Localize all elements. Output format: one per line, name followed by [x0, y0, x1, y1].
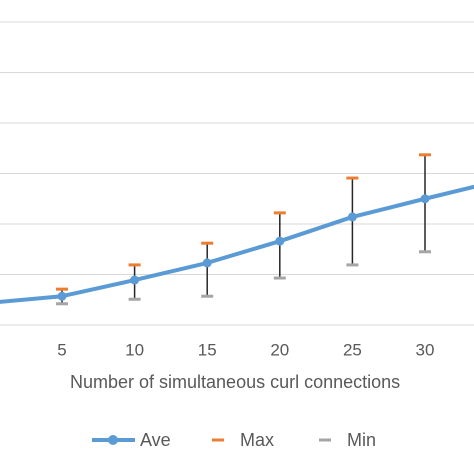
- legend-label: Max: [240, 430, 274, 450]
- legend-label: Min: [347, 430, 376, 450]
- x-tick-label: 15: [198, 340, 217, 359]
- x-tick-label: 25: [343, 340, 362, 359]
- x-tick-label: 20: [270, 340, 289, 359]
- ave-marker: [202, 258, 212, 268]
- ave-marker: [420, 194, 430, 204]
- ave-marker: [275, 236, 285, 246]
- ave-marker: [130, 275, 140, 285]
- ave-line: [0, 184, 474, 304]
- x-tick-label: 5: [57, 340, 66, 359]
- x-tick-label: 30: [416, 340, 435, 359]
- ave-marker: [347, 212, 357, 222]
- legend-label: Ave: [140, 430, 171, 450]
- ave-marker: [57, 291, 67, 301]
- x-axis-label: Number of simultaneous curl connections: [70, 372, 400, 392]
- legend-swatch: [108, 435, 118, 445]
- x-tick-label: 10: [125, 340, 144, 359]
